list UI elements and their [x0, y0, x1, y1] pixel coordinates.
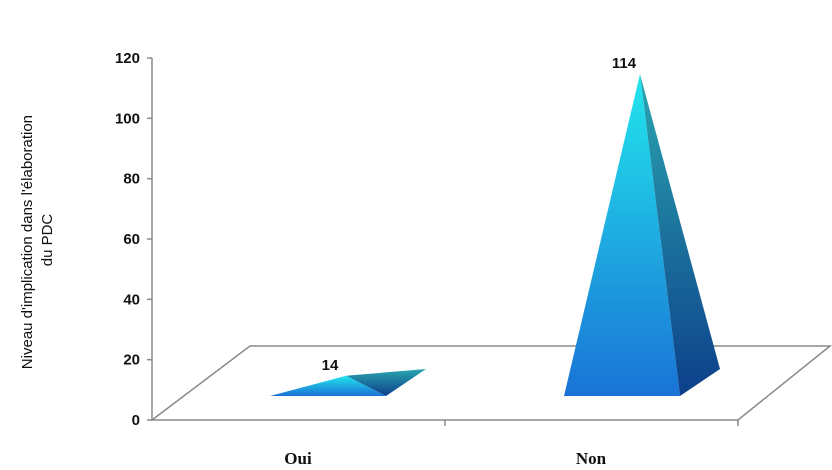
y-axis-label: Niveau d'implication dans l'élaboration … [19, 111, 56, 369]
y-axis-ticks: 0 20 40 60 80 100 120 [115, 50, 152, 429]
y-tick-label: 0 [132, 412, 140, 429]
pyramid-bars: 14 114 [270, 55, 720, 396]
category-labels: Oui Non [284, 449, 606, 468]
y-tick-label: 20 [123, 352, 140, 369]
y-tick-label: 100 [115, 110, 140, 127]
chart-floor [149, 345, 832, 421]
y-tick-label: 60 [123, 231, 140, 248]
pyramid-side-face [640, 74, 720, 396]
pyramid-bar [270, 375, 386, 396]
data-label: 14 [322, 357, 339, 374]
data-label: 114 [612, 55, 637, 72]
pyramid-bar [564, 74, 680, 396]
category-label: Non [576, 449, 607, 468]
y-tick-label: 120 [115, 50, 140, 67]
pyramid-side-face [346, 369, 426, 396]
category-label: Oui [284, 449, 312, 468]
y-tick-label: 40 [123, 291, 140, 308]
y-tick-label: 80 [123, 171, 140, 188]
